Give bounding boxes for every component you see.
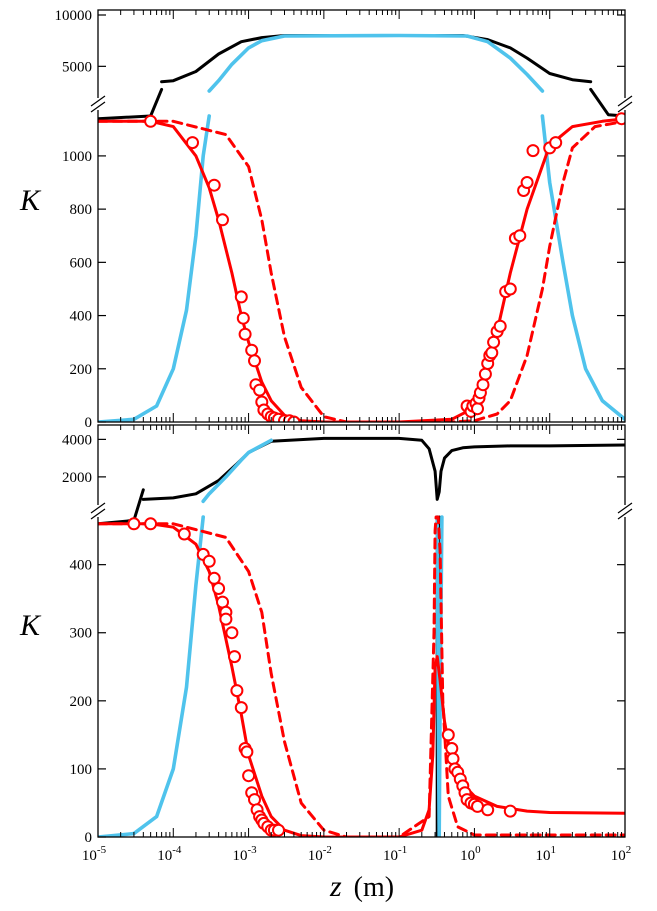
x-tick-label: 10-5 — [82, 844, 107, 864]
panel-top-frame — [97, 9, 626, 423]
panel-bottom-data-point — [272, 823, 285, 837]
axis-break-mark — [90, 502, 106, 514]
panel-bottom-data-point — [219, 612, 233, 626]
panel-top-data-point — [493, 319, 507, 333]
panel-bottom-ylabel: K — [19, 609, 42, 642]
panel-top-series-line — [589, 87, 625, 118]
axis-break-mark — [90, 101, 106, 113]
panel-top-data-point — [478, 367, 492, 381]
panel-bottom-data-point — [127, 517, 141, 531]
panel-bottom-series-line — [98, 515, 625, 837]
x-axis-label: z (m) — [329, 870, 394, 903]
y-tick-label: 0 — [85, 415, 93, 431]
y-tick-label: 4000 — [62, 432, 92, 448]
panel-top-series-line — [98, 114, 211, 422]
panel-bottom-data-point — [144, 517, 158, 531]
x-tick-label: 100 — [460, 844, 481, 864]
axis-break-gap — [621, 505, 629, 517]
panel-bottom-frame — [97, 424, 626, 838]
panel-bottom-data-point — [230, 684, 244, 698]
x-tick-label: 10-3 — [232, 844, 257, 864]
panel-bottom-data-point — [503, 804, 517, 818]
axis-break-mark — [617, 508, 633, 520]
panel-bottom-data-point — [202, 554, 216, 568]
panel-top-data-point — [615, 112, 625, 126]
panel-top-data-point — [234, 290, 248, 304]
y-tick-label: 5000 — [62, 59, 92, 75]
y-tick-label: 600 — [70, 255, 93, 271]
axis-break-mark — [617, 502, 633, 514]
panel-bottom-series-line — [98, 522, 625, 837]
panel-top-data-point — [216, 213, 229, 227]
panel-top-data-point — [513, 229, 527, 243]
panel-top-data-point — [549, 136, 563, 150]
panel-bottom-data-point — [234, 701, 248, 715]
y-tick-label: 100 — [70, 762, 93, 778]
panel-bottom-data-point — [446, 752, 460, 766]
panel-top-series-line — [207, 33, 545, 93]
axis-break-gap — [94, 98, 102, 110]
panel-top-ylabel: K — [19, 184, 42, 217]
panel-top-data-point — [520, 176, 534, 189]
axis-break-mark — [90, 508, 106, 520]
x-tick-label: 101 — [535, 844, 556, 864]
panel-top-data-point — [487, 335, 501, 349]
panel-top-data-point — [526, 144, 540, 158]
panel-bottom-series-line — [201, 438, 274, 504]
panel-top-data-point — [245, 343, 259, 357]
y-tick-label: 400 — [70, 309, 93, 325]
panel-top-data-point — [248, 354, 261, 368]
y-tick-label: 0 — [85, 830, 93, 846]
x-tick-label: 102 — [611, 844, 632, 864]
panel-top-data-point — [144, 114, 158, 128]
panel-top-series-line — [98, 119, 625, 422]
panel-bottom-data-point — [177, 527, 191, 541]
y-tick-label: 10000 — [55, 8, 93, 24]
axis-break-mark — [617, 95, 633, 107]
panel-bottom-series-line — [98, 515, 205, 837]
axis-break-gap — [621, 98, 629, 110]
panel-top-data-point — [485, 346, 499, 360]
axis-break-gap — [94, 505, 102, 517]
panel-top-data-point — [253, 383, 267, 397]
y-tick-label: 800 — [70, 202, 93, 218]
panel-top-data-point — [476, 378, 490, 392]
axis-break-mark — [90, 95, 106, 107]
x-axis-ticks: 10-5 10-4 10-3 10-2 10-1 100 101 102 — [82, 10, 631, 864]
panel-bottom-data-point — [441, 728, 455, 742]
panel-bottom-data-point — [212, 582, 226, 595]
panel-bottom-data-point — [481, 803, 495, 817]
panel-top-data-point — [503, 282, 517, 296]
panel-top-data-point — [186, 136, 199, 150]
panel-top-data-point — [207, 178, 221, 192]
panel-top-data-point — [471, 402, 484, 416]
panel-top-data-point — [236, 311, 250, 325]
y-tick-label: 400 — [70, 558, 93, 574]
y-tick-label: 200 — [70, 362, 93, 378]
panel-bottom-series-line — [141, 436, 625, 501]
x-tick-label: 10-2 — [308, 844, 332, 864]
panel-top-series-line — [540, 114, 625, 422]
y-tick-label: 200 — [70, 694, 93, 710]
panel-bottom-data-point — [228, 650, 241, 664]
panel-bottom-data-point — [225, 626, 239, 640]
axis-break-mark — [617, 101, 633, 113]
panel-bottom: 2000 4000 0 100 200 300 400 K — [19, 424, 633, 846]
panel-bottom-data-point — [242, 769, 256, 783]
y-tick-label: 300 — [70, 626, 93, 642]
panel-top: 5000 10000 0 200 400 600 800 1000 K — [19, 8, 633, 431]
panel-top-data-point — [238, 327, 252, 341]
panel-top-series-line — [98, 87, 164, 121]
x-tick-label: 10-1 — [383, 844, 407, 864]
y-tick-label: 1000 — [62, 149, 92, 165]
y-tick-label: 2000 — [62, 470, 92, 486]
panel-bottom-data-point — [240, 745, 254, 759]
x-tick-label: 10-4 — [157, 844, 182, 864]
